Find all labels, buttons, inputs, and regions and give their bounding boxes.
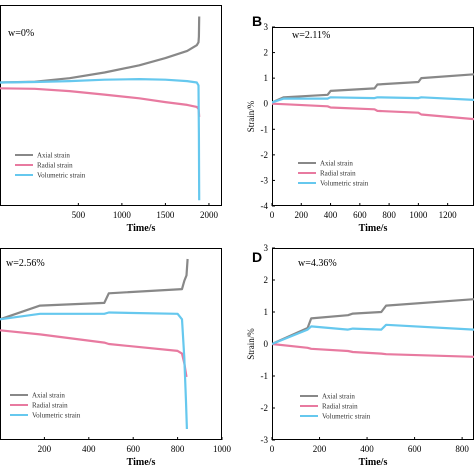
y-tick-label: -4 <box>261 201 269 211</box>
legend-label: Radial strain <box>322 403 358 411</box>
legend-label: Radial strain <box>320 170 356 178</box>
legend-label: Volumetric strain <box>320 180 369 188</box>
x-tick-label: 1500 <box>156 210 175 220</box>
x-tick-label: 800 <box>455 444 469 454</box>
legend-label: Axial strain <box>37 152 70 160</box>
series-line-volumetric <box>0 77 201 201</box>
x-tick-label: 600 <box>408 444 422 454</box>
chart-panel-a: 500 1000 1500 2000 Time/s w=0% Axial strain Rad… <box>0 5 222 234</box>
y-tick-label: 1 <box>264 307 269 317</box>
x-tick-label: 800 <box>171 444 185 454</box>
plot-frame <box>0 248 222 440</box>
x-tick-label: 1000 <box>213 444 232 454</box>
moisture-annotation: w=4.36% <box>298 258 337 269</box>
moisture-annotation: w=0% <box>8 28 34 39</box>
panel-letter: D <box>252 249 262 265</box>
x-tick-label: 1000 <box>113 210 132 220</box>
x-tick-label: 400 <box>324 210 338 220</box>
y-tick-label: 2 <box>264 275 269 285</box>
x-tick-label: 200 <box>313 444 327 454</box>
series-line-volumetric <box>272 96 474 104</box>
legend-label: Volumetric strain <box>37 172 86 180</box>
series-line-radial <box>0 87 201 118</box>
x-tick-label: 0 <box>270 444 275 454</box>
y-tick-label: -3 <box>261 435 269 445</box>
x-tick-label: 400 <box>82 444 96 454</box>
legend-label: Radial strain <box>37 162 73 170</box>
series-line-radial <box>272 102 474 121</box>
y-tick-label: 3 <box>264 22 269 32</box>
legend-label: Volumetric strain <box>322 413 371 421</box>
series-line-axial <box>0 258 189 321</box>
x-tick-label: 800 <box>382 210 396 220</box>
x-tick-label: 1200 <box>439 210 458 220</box>
moisture-annotation: w=2.11% <box>292 30 330 41</box>
y-tick-label: 0 <box>264 99 269 109</box>
x-axis-label: Time/s <box>127 457 156 468</box>
series-line-axial <box>0 16 201 84</box>
x-tick-label: 0 <box>270 210 275 220</box>
x-tick-label: 1000 <box>409 210 428 220</box>
y-axis-label: Strain/% <box>246 328 256 360</box>
y-tick-label: -2 <box>261 150 269 160</box>
series-line-volumetric <box>272 323 474 346</box>
chart-panel-b: 0 200 400 600 800 1000 1200 -4 -3 -2 -1 0 1 2 3 Time/s S… <box>246 13 474 234</box>
x-tick-label: 600 <box>353 210 367 220</box>
x-tick-label: 2000 <box>200 210 219 220</box>
y-tick-label: 1 <box>264 73 269 83</box>
y-tick-label: -1 <box>261 124 269 134</box>
y-tick-label: -1 <box>261 371 269 381</box>
x-tick-label: 200 <box>295 210 309 220</box>
x-tick-label: 600 <box>126 444 140 454</box>
x-tick-label: 400 <box>360 444 374 454</box>
series-line-radial <box>272 342 474 358</box>
series-line-volumetric <box>0 311 188 430</box>
legend-label: Axial strain <box>320 160 353 168</box>
legend-label: Volumetric strain <box>32 412 81 420</box>
y-tick-label: -2 <box>261 403 269 413</box>
y-tick-label: 2 <box>264 48 269 58</box>
x-axis-label: Time/s <box>127 223 156 234</box>
panel-letter: B <box>252 13 262 29</box>
x-tick-label: 500 <box>72 210 86 220</box>
chart-panel-d: 0 200 400 600 800 -3 -2 -1 0 1 2 3 Time/s Strain/% D w=… <box>246 243 474 468</box>
chart-panel-c: 200 400 600 800 1000 Time/s w=2.56% Axial strai… <box>0 248 232 468</box>
y-tick-label: -3 <box>261 175 269 185</box>
moisture-annotation: w=2.56% <box>6 258 45 269</box>
x-axis-label: Time/s <box>359 457 388 468</box>
legend-label: Axial strain <box>322 393 355 401</box>
y-tick-label: 3 <box>264 243 269 253</box>
plot-frame <box>272 248 474 440</box>
x-axis-label: Time/s <box>359 223 388 234</box>
y-tick-label: 0 <box>264 339 269 349</box>
series-line-axial <box>272 73 474 104</box>
series-line-radial <box>0 329 188 378</box>
plot-frame <box>0 5 222 206</box>
legend-label: Axial strain <box>32 392 65 400</box>
y-axis-label: Strain/% <box>246 100 256 132</box>
series-line-axial <box>272 298 474 346</box>
x-tick-label: 200 <box>38 444 52 454</box>
legend-label: Radial strain <box>32 402 68 410</box>
